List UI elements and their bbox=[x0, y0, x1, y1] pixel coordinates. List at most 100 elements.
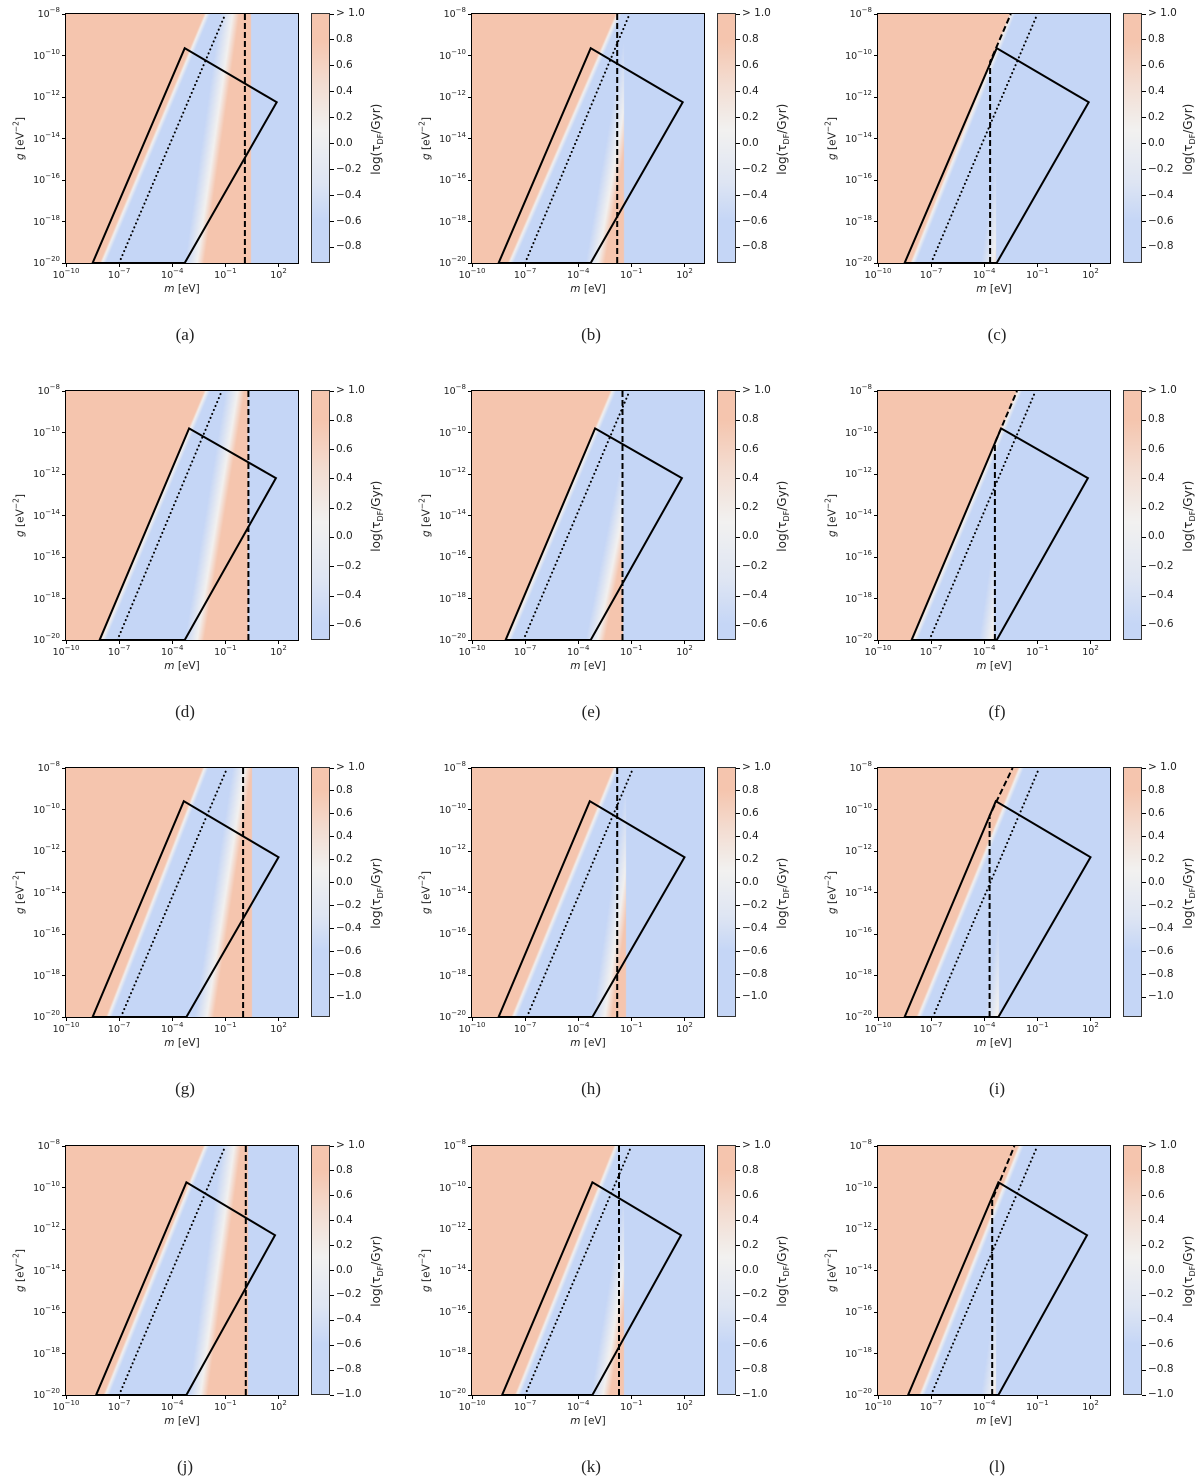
tick-base: 10 bbox=[849, 763, 862, 774]
y-axis-unit: [eV bbox=[14, 508, 27, 530]
tick-exponent: 2 bbox=[282, 1399, 287, 1407]
tick-exponent: −16 bbox=[451, 1304, 466, 1312]
y-tick-mark bbox=[467, 598, 471, 599]
y-tick-label: 10−16 bbox=[16, 926, 60, 940]
tick-exponent: −12 bbox=[45, 466, 60, 474]
y-tick-mark bbox=[467, 933, 471, 935]
x-tick-label: 102 bbox=[663, 267, 707, 281]
tick-base: 10 bbox=[214, 647, 227, 658]
colorbar-tick-label: 0.2 bbox=[1148, 852, 1165, 865]
tick-base: 10 bbox=[676, 270, 689, 281]
colorbar-label: log(τDF/Gyr) bbox=[1181, 446, 1197, 586]
colorbar-tick-label: 0.8 bbox=[336, 1163, 353, 1176]
colorbar-label: log(τDF/Gyr) bbox=[775, 446, 791, 586]
tick-base: 10 bbox=[33, 1224, 46, 1235]
colorbar-tick-mark bbox=[1142, 905, 1146, 907]
y-tick-mark bbox=[61, 892, 65, 893]
y-tick-label: 10−10 bbox=[828, 1180, 872, 1194]
y-axis-unit-close: ] bbox=[826, 116, 839, 121]
y-tick-label: 10−20 bbox=[422, 1009, 466, 1023]
colorbar-tick-label: 0.0 bbox=[336, 875, 353, 888]
colorbar-tick-label: 0.8 bbox=[1148, 783, 1165, 796]
y-tick-label: 10−16 bbox=[16, 172, 60, 186]
y-tick-label: 10−10 bbox=[16, 802, 60, 816]
colorbar-tick-mark bbox=[330, 507, 334, 509]
x-tick-label: 10−4 bbox=[556, 644, 600, 658]
y-axis-unit-close: ] bbox=[14, 870, 27, 875]
y-tick-mark bbox=[873, 473, 877, 475]
colorbar-tick-mark bbox=[736, 1245, 740, 1247]
tick-exponent: −10 bbox=[64, 1399, 80, 1407]
x-tick-mark bbox=[524, 640, 526, 644]
colorbar-tick-mark bbox=[330, 1195, 334, 1197]
y-tick-mark bbox=[467, 556, 471, 558]
colorbar bbox=[717, 767, 736, 1017]
y-tick-mark bbox=[61, 179, 65, 181]
colorbar-tick-label: −0.4 bbox=[742, 188, 768, 201]
y-tick-mark bbox=[467, 432, 471, 433]
x-tick-mark bbox=[577, 1017, 579, 1021]
tick-base: 10 bbox=[107, 1402, 120, 1413]
plot-area bbox=[877, 767, 1111, 1018]
y-axis-unit: [eV bbox=[14, 131, 27, 153]
colorbar-tick-label: −0.8 bbox=[742, 240, 768, 253]
y-tick-mark bbox=[61, 262, 65, 264]
region-box-outline bbox=[504, 426, 684, 641]
x-tick-mark bbox=[577, 1395, 579, 1399]
x-tick-mark bbox=[65, 1395, 67, 1399]
tick-base: 10 bbox=[161, 1024, 174, 1035]
colorbar-tick-mark bbox=[330, 13, 334, 15]
tick-base: 10 bbox=[513, 647, 526, 658]
colorbar-tick-label: −0.2 bbox=[1148, 898, 1174, 911]
colorbar-tick-label: 0.0 bbox=[742, 136, 759, 149]
colorbar-tick-label: 0.2 bbox=[1148, 501, 1165, 514]
colorbar-tick-mark bbox=[330, 419, 334, 421]
heatmap bbox=[472, 391, 704, 640]
y-tick-mark bbox=[873, 1311, 877, 1313]
y-axis-variable: g bbox=[420, 906, 433, 914]
colorbar-tick-mark bbox=[330, 813, 334, 815]
x-tick-label: 10−4 bbox=[556, 1021, 600, 1035]
tick-exponent: −18 bbox=[451, 213, 466, 222]
x-tick-label: 10−7 bbox=[97, 267, 141, 281]
y-axis-variable: g bbox=[826, 529, 839, 537]
tick-exponent: −18 bbox=[45, 213, 60, 222]
tick-exponent: −10 bbox=[64, 267, 80, 275]
y-tick-mark bbox=[61, 1353, 65, 1354]
colorbar-tick-label: −0.6 bbox=[742, 214, 768, 227]
colorbar-tick-mark bbox=[736, 169, 740, 171]
colorbar-tick-mark bbox=[736, 246, 740, 248]
x-tick-mark bbox=[224, 1017, 226, 1021]
x-tick-mark bbox=[630, 640, 632, 644]
x-tick-mark bbox=[877, 1395, 879, 1399]
colorbar-tick-label: 0.8 bbox=[1148, 413, 1165, 426]
dotted-line bbox=[928, 390, 1037, 641]
tick-base: 10 bbox=[37, 1141, 50, 1152]
colorbar-label-suffix: /Gyr) bbox=[368, 103, 383, 134]
y-tick-mark bbox=[467, 1228, 471, 1230]
x-tick-mark bbox=[930, 1017, 932, 1021]
colorbar-tick-mark bbox=[736, 390, 740, 392]
region-box-outline bbox=[903, 46, 1091, 264]
colorbar-label-subscript: DF bbox=[376, 887, 386, 899]
tick-base: 10 bbox=[973, 647, 986, 658]
colorbar-tick-label: 0.4 bbox=[742, 84, 759, 97]
y-tick-label: 10−12 bbox=[422, 466, 466, 480]
colorbar bbox=[311, 390, 330, 640]
y-tick-mark bbox=[61, 1187, 65, 1188]
x-tick-label: 10−7 bbox=[97, 1399, 141, 1413]
colorbar-tick-label: 0.4 bbox=[1148, 471, 1165, 484]
colorbar-tick-mark bbox=[330, 169, 334, 171]
colorbar-tick-mark bbox=[330, 39, 334, 41]
tick-exponent: −7 bbox=[120, 1399, 131, 1407]
line-overlay bbox=[98, 390, 278, 641]
x-tick-mark bbox=[171, 263, 173, 267]
line-overlay bbox=[903, 767, 1092, 1018]
tick-base: 10 bbox=[458, 1402, 471, 1413]
y-tick-label: 10−20 bbox=[16, 1387, 60, 1401]
region-box-outline bbox=[910, 426, 1090, 641]
colorbar-tick-mark bbox=[1142, 1195, 1146, 1197]
x-tick-mark bbox=[524, 1395, 526, 1399]
tick-exponent: −14 bbox=[45, 1262, 60, 1271]
y-tick-label: 10−12 bbox=[16, 466, 60, 480]
